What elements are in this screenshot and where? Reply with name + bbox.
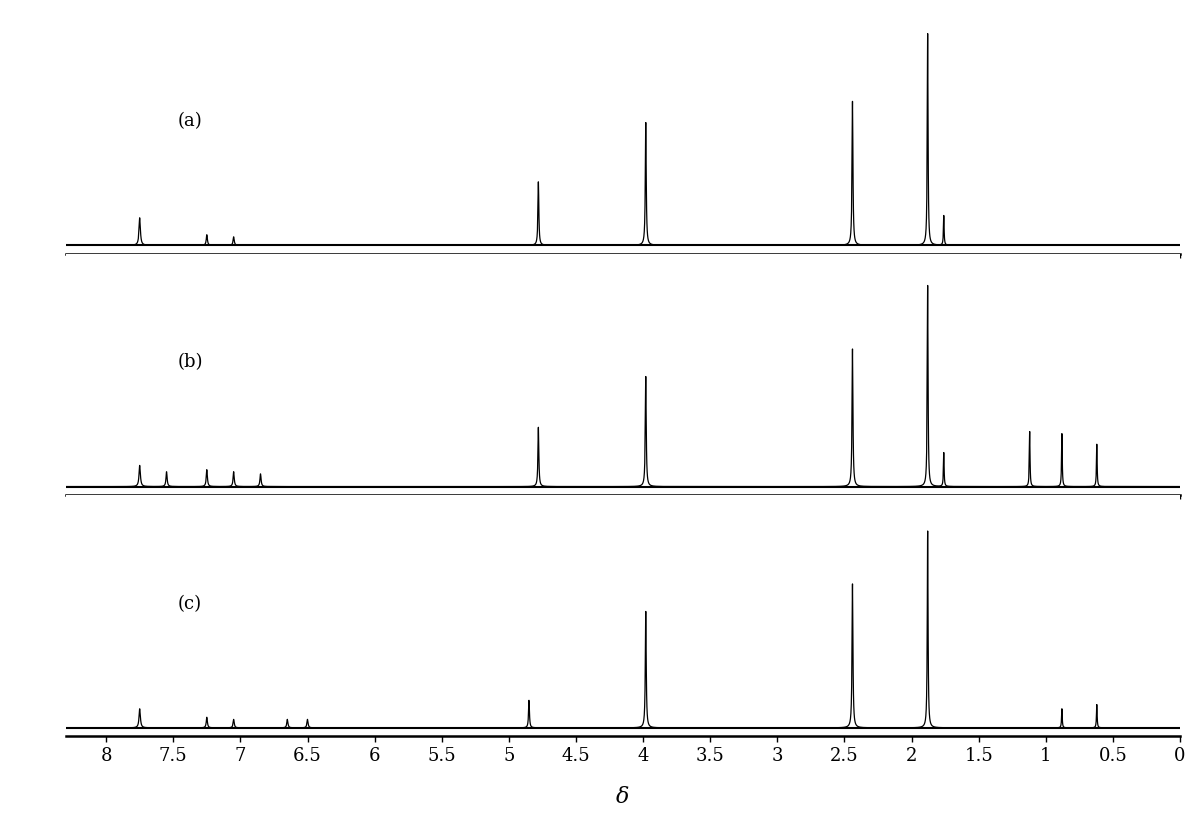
Text: (a): (a) xyxy=(177,112,202,130)
Text: (c): (c) xyxy=(177,595,201,612)
Text: δ: δ xyxy=(616,786,630,808)
Text: (b): (b) xyxy=(177,354,202,371)
